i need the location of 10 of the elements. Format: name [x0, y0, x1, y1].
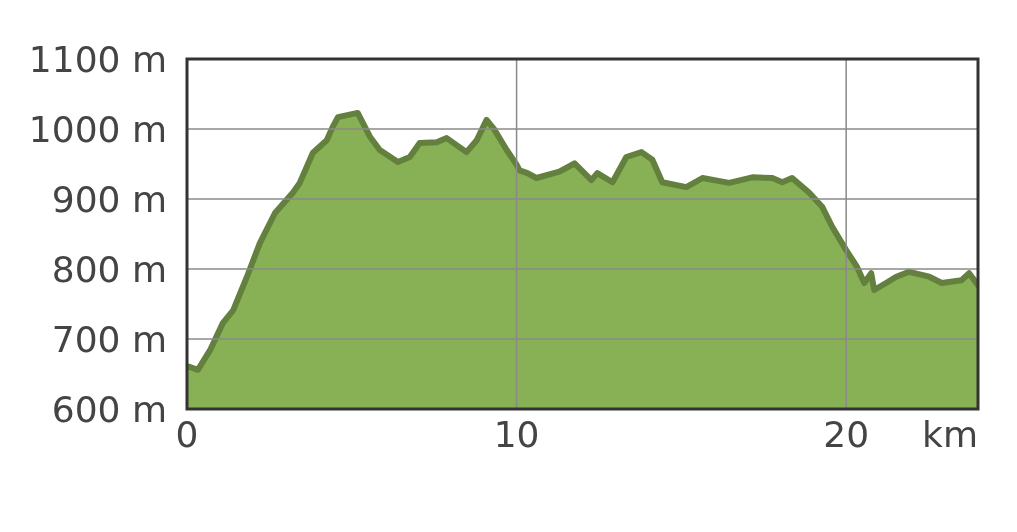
- y-tick-label: 800 m: [51, 248, 167, 290]
- y-tick-label: 900 m: [51, 178, 167, 220]
- y-tick-label: 1100 m: [28, 38, 167, 80]
- x-tick-label: 0: [175, 414, 199, 455]
- y-tick-label: 1000 m: [28, 108, 167, 150]
- x-tick-label: 10: [493, 414, 540, 455]
- x-axis-title: km: [922, 414, 978, 455]
- y-tick-label: 600 m: [51, 388, 167, 430]
- x-tick-label: 20: [823, 414, 870, 455]
- y-tick-label: 700 m: [51, 318, 167, 360]
